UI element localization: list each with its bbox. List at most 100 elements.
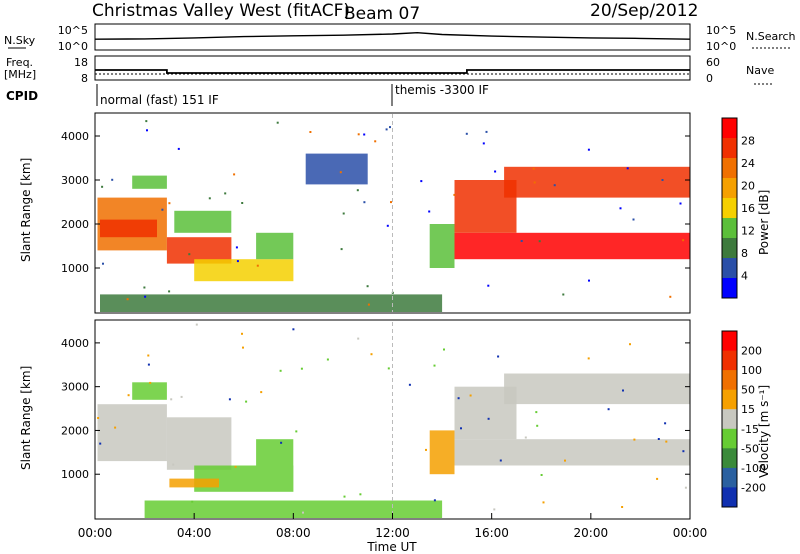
power-speck-32: [366, 285, 369, 288]
velocity-speck-21: [114, 426, 117, 429]
power-speck-50: [146, 129, 148, 132]
station-title: Christmas Valley West (fitACF): [92, 1, 350, 21]
velocity-speck-20: [172, 463, 175, 466]
velocity-region-10: [504, 373, 690, 405]
velocity-speck-29: [191, 500, 194, 503]
velocity-speck-57: [657, 438, 660, 440]
velocity-speck-1: [425, 448, 427, 451]
velocity-cbar-tick-6: -100: [741, 462, 766, 475]
velocity-speck-18: [629, 343, 631, 346]
power-region-8: [305, 153, 368, 185]
power-cbar-tick-6: 4: [741, 270, 748, 283]
power-speck-54: [168, 290, 171, 293]
velocity-colorbar: 200 100 50 15 -15 -50 -100 -200: [721, 330, 766, 508]
velocity-cbar-swatch-3: [722, 389, 737, 410]
velocity-speck-22: [300, 367, 303, 370]
velocity-speck-25: [656, 477, 659, 480]
power-region-12: [504, 166, 690, 198]
velocity-speck-31: [443, 348, 445, 351]
power-region-1: [100, 219, 157, 238]
noise-right-tick-bottom: 10^0: [706, 40, 736, 53]
noise-series: [94, 31, 691, 40]
velocity-speck-39: [607, 408, 610, 411]
power-cbar-swatch-7: [722, 258, 737, 279]
noise-line-0: [94, 31, 691, 40]
noise-right-tick-top: 10^5: [706, 24, 736, 37]
velocity-speck-46: [433, 364, 436, 367]
power-speck-29: [532, 167, 535, 170]
freq-panel-frame: [94, 55, 691, 81]
power-speck-4: [485, 130, 488, 133]
power-cbar-swatch-3: [722, 178, 737, 199]
power-speck-25: [669, 295, 672, 298]
power-speck-7: [126, 298, 129, 301]
xlabel-4: 16:00: [474, 526, 509, 540]
power-cbar-swatch-1: [722, 138, 737, 159]
power-cbar-swatch-6: [722, 238, 737, 259]
velocity-cbar-tick-5: -50: [741, 442, 759, 455]
power-heatmap: [97, 120, 690, 312]
cpid-label: CPID: [6, 89, 38, 103]
freq-tick-top: 18: [74, 56, 88, 69]
velocity-speck-24: [621, 506, 624, 508]
velocity-speck-38: [542, 501, 545, 504]
velocity-speck-0: [357, 337, 360, 340]
velocity-cbar-tick-7: -200: [741, 481, 766, 494]
velocity-speck-28: [260, 391, 263, 394]
velocity-speck-59: [242, 346, 244, 349]
velocity-cbar-tick-2: 50: [741, 384, 755, 397]
velocity-cbar-tick-1: 100: [741, 364, 762, 377]
velocity-speck-30: [564, 459, 566, 462]
power-speck-20: [661, 179, 664, 181]
velocity-cbar-tick-4: -15: [741, 423, 759, 436]
xlabel-2: 08:00: [276, 526, 311, 540]
cpid-mode-0: normal (fast) 151 IF: [100, 93, 219, 107]
power-speck-0: [386, 224, 389, 227]
nave-label: Nave: [746, 64, 774, 77]
power-cbar-tick-5: 8: [741, 247, 748, 260]
power-speck-41: [385, 128, 388, 131]
noise-left-tick-top: 10^5: [58, 24, 88, 37]
power-ylabel-0: 4000: [61, 130, 89, 143]
power-speck-9: [208, 197, 211, 200]
power-speck-5: [235, 246, 238, 249]
velocity-speck-32: [665, 440, 668, 443]
velocity-speck-27: [524, 436, 527, 439]
velocity-ylabel: Slant Range [km]: [19, 366, 33, 470]
power-y-axis: 4000 3000 2000 1000: [61, 130, 690, 275]
velocity-speck-7: [408, 383, 411, 386]
freq-tick-bottom: 8: [81, 72, 88, 85]
power-cbar-tick-0: 28: [741, 135, 755, 148]
velocity-y-axis: 4000 3000 2000 1000: [61, 337, 690, 481]
time-axis: 00:00 04:00 08:00 12:00 16:00 20:00 00:00: [78, 513, 707, 540]
velocity-speck-53: [684, 486, 687, 489]
velocity-speck-34: [170, 398, 173, 401]
velocity-speck-26: [147, 363, 150, 366]
power-speck-44: [465, 132, 468, 135]
noise-right-label: N.Search: [746, 30, 796, 43]
velocity-speck-9: [326, 358, 329, 361]
date-label: 20/Sep/2012: [590, 1, 698, 21]
velocity-speck-54: [433, 499, 436, 502]
velocity-speck-42: [302, 511, 304, 514]
power-cbar-tick-4: 12: [741, 225, 755, 238]
power-speck-46: [102, 262, 104, 265]
power-region-7: [100, 294, 443, 312]
power-speck-16: [453, 193, 456, 196]
velocity-speck-49: [99, 442, 102, 445]
power-region-2: [132, 175, 167, 189]
velocity-speck-19: [228, 398, 231, 401]
power-speck-14: [144, 295, 147, 298]
noise-left-label: N.Sky: [4, 34, 36, 47]
power-cbar-swatch-4: [722, 198, 737, 219]
power-speck-18: [363, 133, 366, 136]
velocity-speck-35: [536, 424, 539, 427]
power-region-6: [256, 232, 294, 260]
power-speck-26: [538, 240, 541, 243]
power-speck-15: [619, 207, 622, 210]
velocity-region-8: [454, 439, 690, 466]
velocity-speck-55: [280, 441, 283, 444]
velocity-ylabel-1: 3000: [61, 381, 89, 394]
velocity-region-5: [256, 439, 294, 466]
power-speck-34: [626, 167, 629, 170]
